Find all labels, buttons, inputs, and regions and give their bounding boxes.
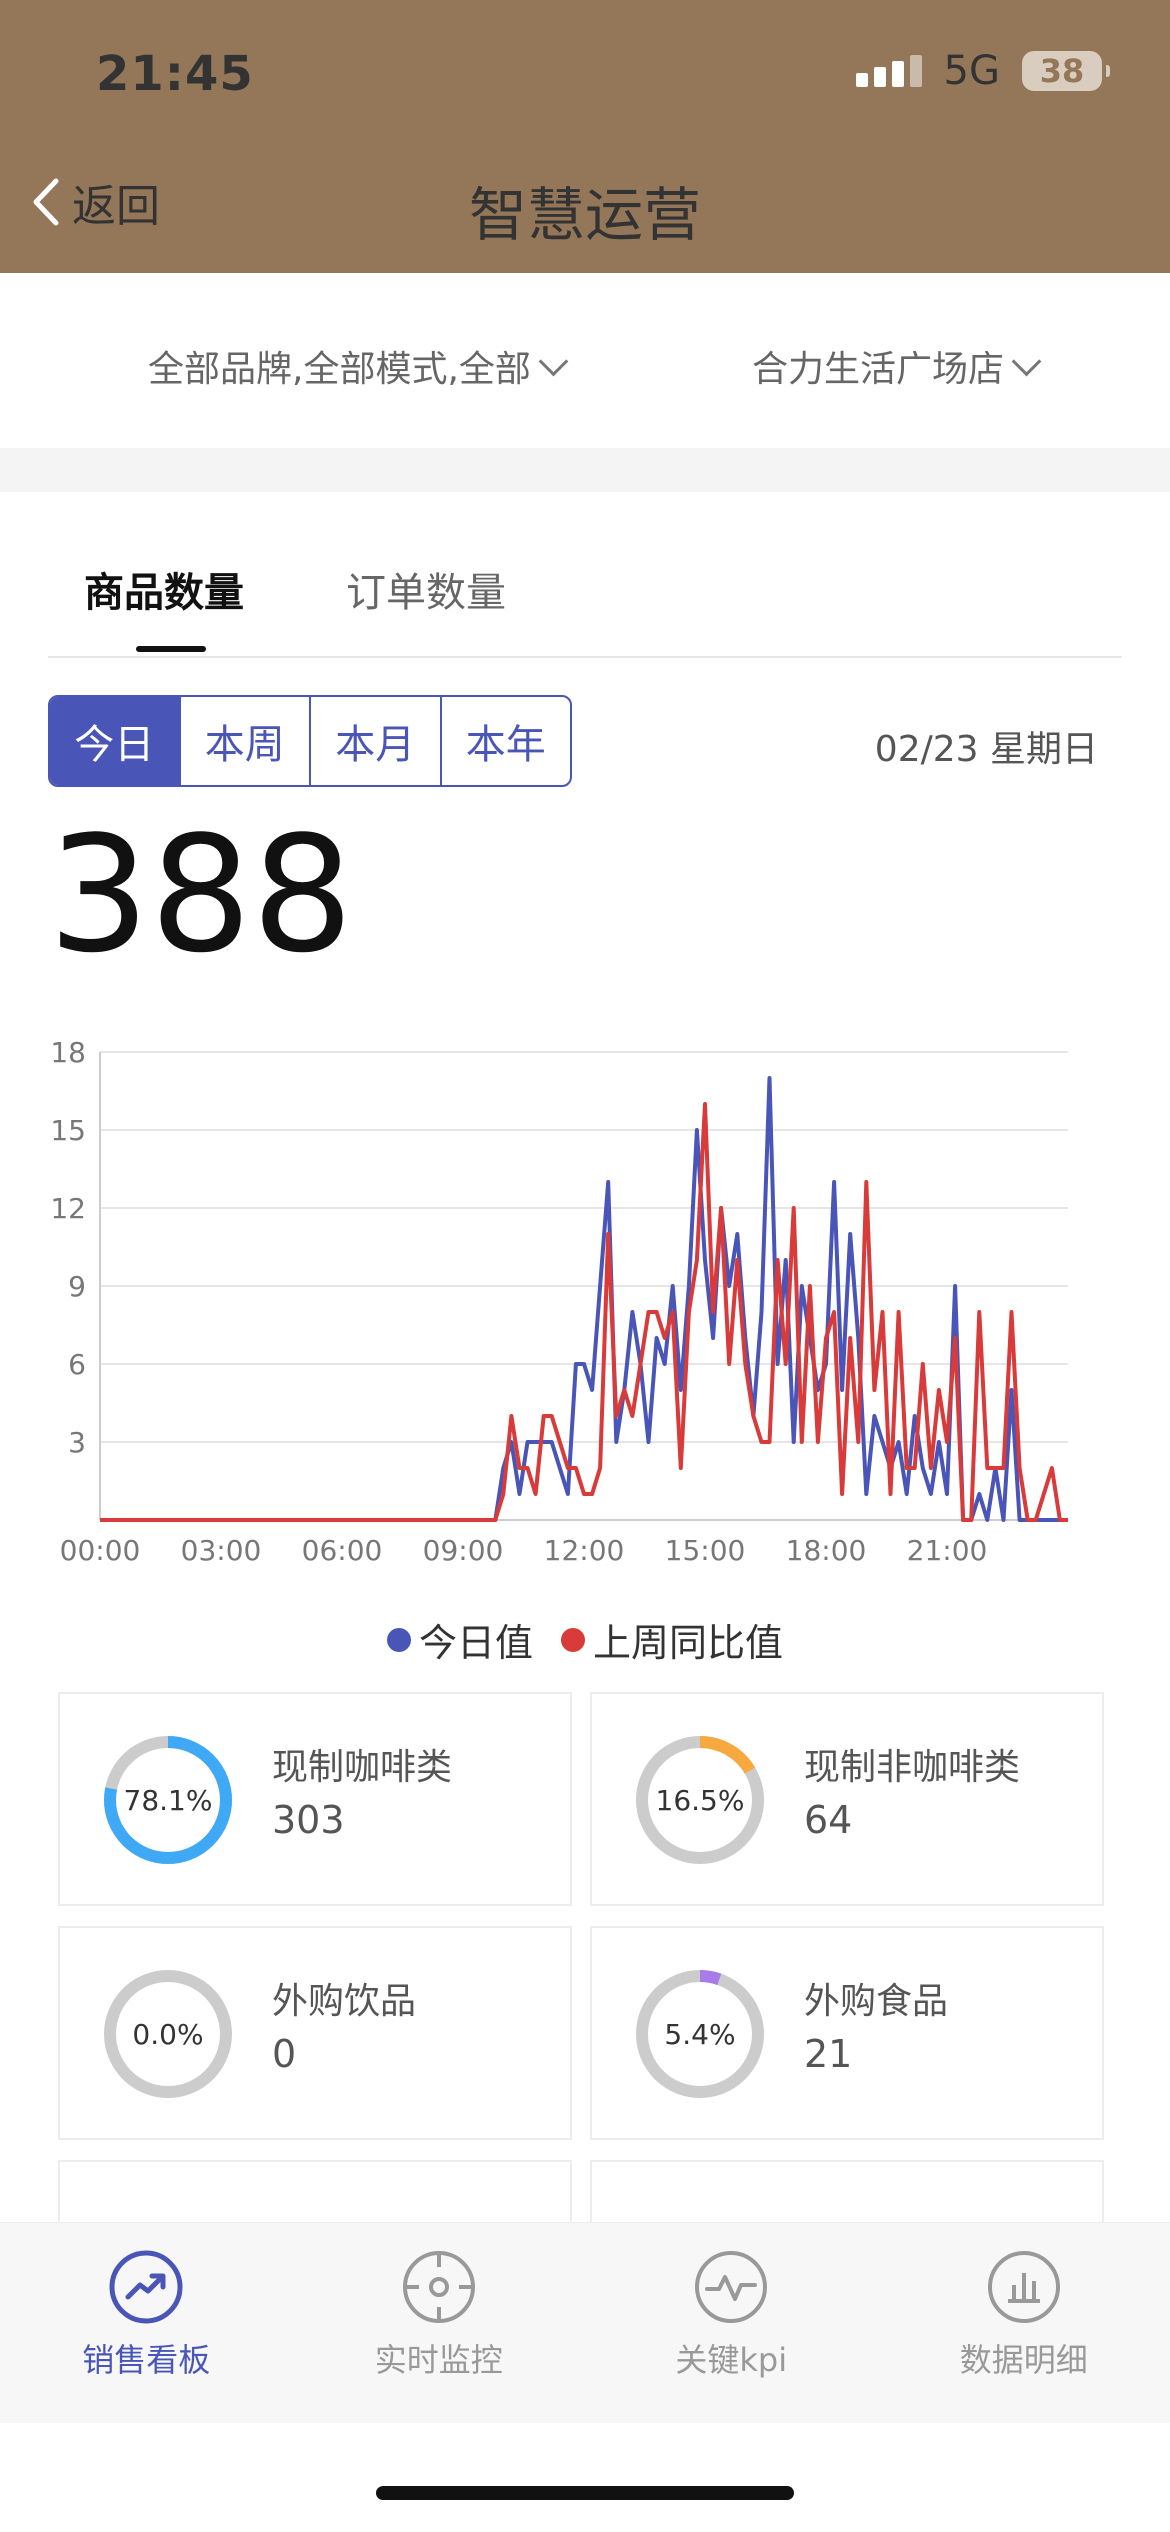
period-year[interactable]: 本年: [439, 697, 571, 785]
nav-label: 关键kpi: [675, 2341, 788, 2379]
category-name: 现制非咖啡类: [804, 1747, 1021, 1788]
legend-dot-last-week: [561, 1627, 585, 1652]
x-tick-label: 00:00: [60, 1534, 141, 1567]
category-card[interactable]: 16.5% 现制非咖啡类 64: [590, 1692, 1104, 1906]
nav-label: 数据明细: [959, 2341, 1088, 2379]
x-tick-label: 09:00: [423, 1534, 504, 1567]
y-tick-label: 3: [68, 1426, 86, 1459]
status-indicators: 5G 38: [855, 48, 1110, 94]
category-name: 外购食品: [804, 1981, 949, 2022]
legend-last-week: 上周同比值: [561, 1612, 783, 1667]
y-tick-label: 15: [50, 1114, 86, 1147]
donut-chart: [104, 1736, 232, 1864]
signal-icon: [855, 55, 922, 87]
app-header: [0, 0, 1170, 273]
chart-legend: 今日值 上周同比值: [0, 1612, 1170, 1667]
legend-dot-today: [386, 1627, 411, 1652]
x-tick-label: 18:00: [786, 1534, 867, 1567]
back-button[interactable]: 返回: [28, 170, 160, 234]
sales-line-chart: 3 6 9 12 15 18 00:00 03:00 06:00 09:00 12:00 15:00 1…: [50, 1036, 1068, 1567]
active-tab-indicator: [136, 646, 206, 652]
donut-arc: [104, 1736, 232, 1864]
y-tick-label: 18: [50, 1036, 86, 1069]
donut-chart: [104, 1970, 232, 2098]
y-tick-label: 9: [68, 1270, 86, 1303]
network-label: 5G: [943, 48, 1000, 94]
tab-order-count[interactable]: 订单数量: [346, 570, 506, 616]
nav-label: 销售看板: [82, 2341, 211, 2379]
donut-percent: 78.1%: [123, 1783, 213, 1817]
x-tick-label: 06:00: [302, 1534, 383, 1567]
pulse-icon: [695, 2251, 768, 2323]
crosshair-icon: [402, 2251, 475, 2323]
x-tick-label: 03:00: [181, 1534, 262, 1567]
trend-up-icon: [109, 2250, 183, 2324]
category-card[interactable]: 0.0% 外购饮品 0: [58, 1926, 572, 2140]
nav-key-kpi[interactable]: 关键kpi: [585, 2223, 878, 2423]
filter-bar: [0, 273, 1170, 448]
brand-mode-label: 全部品牌,全部模式,全部: [148, 349, 531, 390]
category-card[interactable]: 78.1% 现制咖啡类 303: [58, 1692, 572, 1906]
donut-percent: 16.5%: [655, 1783, 745, 1817]
total-count: 388: [48, 801, 354, 988]
period-month[interactable]: 本月: [309, 697, 440, 785]
legend-today-label: 今日值: [418, 1621, 533, 1665]
x-tick-label: 15:00: [665, 1534, 746, 1567]
tab-product-count[interactable]: 商品数量: [84, 570, 244, 616]
period-selector: 今日 本周 本月 本年: [48, 695, 572, 787]
chevron-down-icon: [538, 346, 569, 376]
tab-divider: [48, 656, 1122, 658]
page-title: 智慧运营: [468, 181, 701, 249]
status-time: 21:45: [96, 46, 254, 102]
category-name: 现制咖啡类: [272, 1747, 453, 1788]
section-divider: [0, 448, 1170, 492]
category-value: 64: [804, 1798, 853, 1842]
legend-last-week-label: 上周同比值: [593, 1621, 784, 1665]
chevron-down-icon: [1011, 346, 1042, 376]
legend-today: 今日值: [386, 1612, 533, 1667]
x-tick-label: 21:00: [907, 1534, 988, 1567]
store-filter[interactable]: 合力生活广场店: [752, 340, 1042, 392]
donut-chart: [636, 1736, 764, 1864]
period-today[interactable]: 今日: [50, 697, 179, 785]
category-card[interactable]: 5.4% 外购食品 21: [590, 1926, 1104, 2140]
category-value: 21: [804, 2032, 853, 2076]
date-label: 02/23 星期日: [874, 729, 1098, 770]
series-line-today: [100, 1076, 1068, 1522]
category-value: 0: [272, 2032, 297, 2076]
donut-arc: [636, 1970, 764, 2098]
period-week[interactable]: 本周: [178, 697, 310, 785]
nav-realtime-monitor[interactable]: 实时监控: [293, 2223, 586, 2423]
home-indicator: [376, 2486, 794, 2500]
series-line-last-week: [100, 1102, 1068, 1522]
category-value: 303: [272, 1798, 345, 1842]
category-name: 外购饮品: [272, 1981, 417, 2022]
back-label: 返回: [72, 181, 160, 232]
store-label: 合力生活广场店: [752, 349, 1005, 390]
donut-chart: [636, 1970, 764, 2098]
bottom-tab-bar: 销售看板 实时监控 关键kpi 数据明细: [0, 2222, 1170, 2423]
donut-percent: 0.0%: [132, 2017, 204, 2051]
y-tick-label: 12: [50, 1192, 86, 1225]
donut-arc: [636, 1736, 764, 1864]
chevron-left-icon: [33, 178, 59, 226]
donut-percent: 5.4%: [664, 2017, 736, 2051]
battery-icon: 38: [1022, 51, 1110, 91]
x-tick-label: 12:00: [544, 1534, 625, 1567]
nav-label: 实时监控: [374, 2341, 503, 2379]
brand-mode-filter[interactable]: 全部品牌,全部模式,全部: [148, 340, 569, 392]
y-tick-label: 6: [68, 1348, 86, 1381]
bar-chart-icon: [987, 2251, 1060, 2323]
nav-sales-board[interactable]: 销售看板: [0, 2223, 293, 2423]
nav-data-detail[interactable]: 数据明细: [878, 2223, 1170, 2423]
